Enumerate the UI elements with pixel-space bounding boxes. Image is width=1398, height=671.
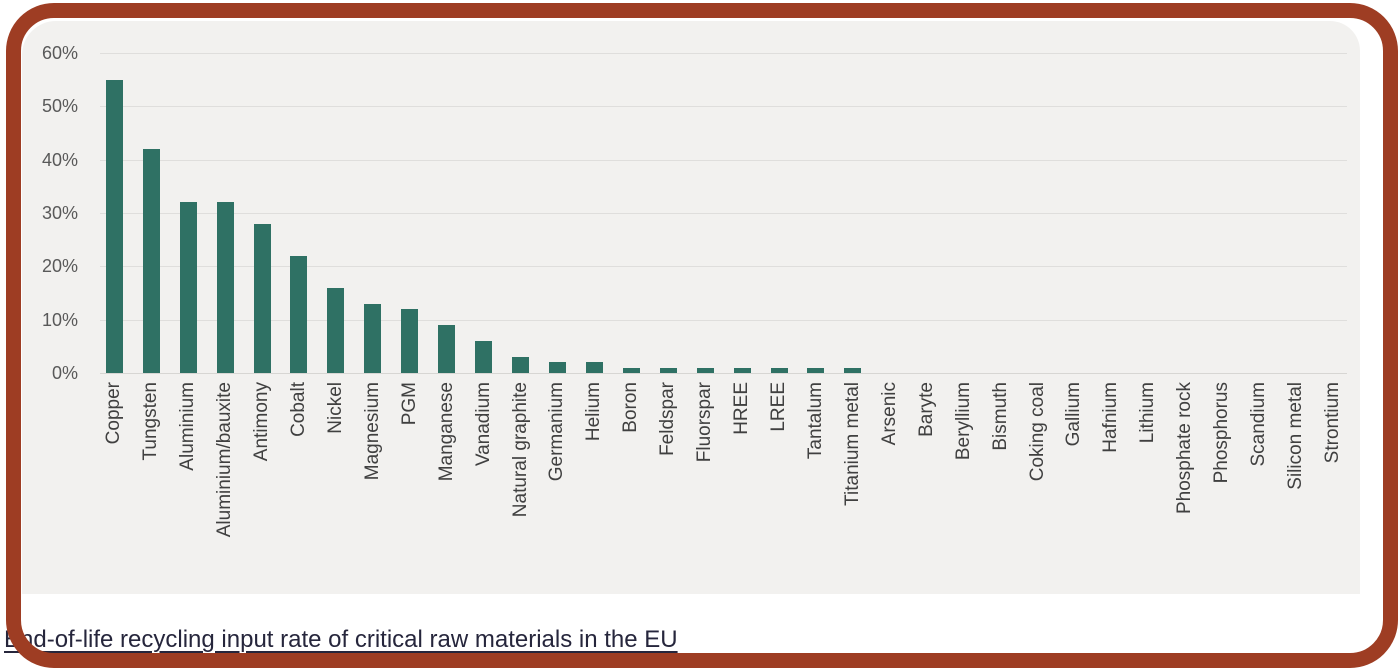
category-label-bismuth: Bismuth <box>989 382 1011 451</box>
y-tick-label-20: 20% <box>41 256 78 277</box>
y-tick-label-50: 50% <box>41 96 78 117</box>
category-label-scandium: Scandium <box>1248 382 1270 467</box>
category-label-helium: Helium <box>583 382 605 442</box>
bar-helium <box>585 362 603 373</box>
category-label-aluminium: Aluminium <box>177 382 199 471</box>
bar-cobalt <box>290 255 308 373</box>
bar-tungsten <box>142 149 160 373</box>
gridline-20 <box>100 266 1347 268</box>
bar-natural-graphite <box>512 357 530 373</box>
bar-aluminium <box>179 202 197 373</box>
gridline-50 <box>100 106 1347 108</box>
category-label-boron: Boron <box>620 382 642 433</box>
figure-caption: End-of-life recycling input rate of crit… <box>4 626 678 653</box>
bar-hree <box>733 367 751 373</box>
category-label-baryte: Baryte <box>915 382 937 437</box>
bar-titanium-metal <box>844 367 862 373</box>
category-label-hree: HREE <box>731 382 753 435</box>
category-label-titanium-metal: Titanium metal <box>841 382 863 506</box>
category-label-beryllium: Beryllium <box>952 382 974 461</box>
category-label-fluorspar: Fluorspar <box>694 382 716 463</box>
category-label-antimony: Antimony <box>251 382 273 462</box>
category-label-germanium: Germanium <box>546 382 568 482</box>
bar-germanium <box>548 362 566 373</box>
category-label-manganese: Manganese <box>435 382 457 482</box>
gridline-60 <box>100 53 1347 54</box>
category-label-nickel: Nickel <box>324 382 346 434</box>
bar-manganese <box>438 325 456 373</box>
category-label-strontium: Strontium <box>1321 382 1343 464</box>
category-label-phosphate-rock: Phosphate rock <box>1174 382 1196 515</box>
category-label-hafnium: Hafnium <box>1100 382 1122 453</box>
bar-antimony <box>253 223 271 373</box>
category-label-copper: Copper <box>103 382 125 445</box>
bar-aluminium-bauxite <box>216 202 234 373</box>
category-label-magnesium: Magnesium <box>361 382 383 481</box>
bar-magnesium <box>364 303 382 373</box>
category-label-tungsten: Tungsten <box>140 382 162 461</box>
category-label-feldspar: Feldspar <box>657 382 679 456</box>
y-tick-label-40: 40% <box>41 149 78 170</box>
category-label-cobalt: Cobalt <box>287 382 309 437</box>
category-label-lree: LREE <box>768 382 790 432</box>
y-tick-label-0: 0% <box>51 363 78 383</box>
y-tick-label-30: 30% <box>41 203 78 223</box>
y-tick-label-60: 60% <box>41 43 78 63</box>
bar-fluorspar <box>696 367 714 373</box>
gridline-40 <box>100 159 1347 161</box>
category-label-coking-coal: Coking coal <box>1026 382 1048 482</box>
gridline-30 <box>100 213 1347 214</box>
bar-lree <box>770 367 788 373</box>
bar-copper <box>105 79 123 373</box>
category-label-phosphorus: Phosphorus <box>1211 382 1233 484</box>
bar-nickel <box>327 287 345 373</box>
category-label-natural-graphite: Natural graphite <box>509 382 531 518</box>
category-label-gallium: Gallium <box>1063 382 1085 447</box>
category-label-pgm: PGM <box>398 382 420 426</box>
chart-panel: 0% 10% 20% 30% 40% 50% 60% Copper Tungsten Alumi… <box>22 21 1360 594</box>
category-label-vanadium: Vanadium <box>472 382 494 467</box>
category-label-silicon-metal: Silicon metal <box>1285 382 1307 490</box>
gridline-0 <box>100 373 1347 374</box>
category-label-aluminium-bauxite: Aluminium/bauxite <box>214 382 236 538</box>
category-label-tantalum: Tantalum <box>804 382 826 460</box>
bar-tantalum <box>807 367 825 373</box>
bar-vanadium <box>475 341 493 373</box>
bar-pgm <box>401 309 419 373</box>
gridline-10 <box>100 319 1347 321</box>
category-label-lithium: Lithium <box>1137 382 1159 444</box>
bar-boron <box>622 367 640 373</box>
category-label-arsenic: Arsenic <box>878 382 900 446</box>
y-tick-label-10: 10% <box>41 309 78 330</box>
bar-feldspar <box>659 367 677 373</box>
